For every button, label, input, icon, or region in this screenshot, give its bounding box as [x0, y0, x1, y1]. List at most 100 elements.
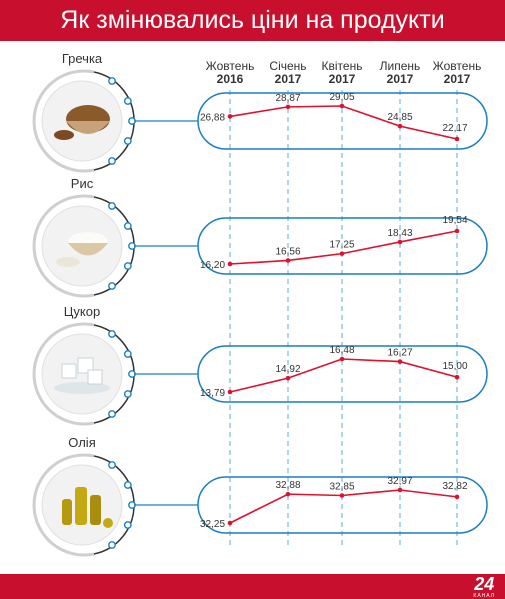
- logo-text: КАНАЛ: [473, 593, 495, 599]
- oil-bottle: [62, 499, 72, 525]
- sugar-cubes-icon: [54, 357, 110, 394]
- price-label: 16,56: [275, 246, 300, 257]
- arc-dot: [123, 97, 132, 105]
- price-label: 17,25: [329, 240, 354, 251]
- arc-dot: [108, 330, 116, 338]
- arc-dot: [108, 541, 116, 549]
- period-month: Липень: [379, 59, 421, 73]
- saucer: [54, 382, 110, 394]
- price-label: 16,48: [329, 345, 354, 356]
- price-line: [229, 105, 458, 140]
- page-title: Як змінювались ціни на продукти: [0, 0, 505, 41]
- price-label: 14,92: [275, 364, 300, 375]
- period-year: 2017: [386, 72, 414, 86]
- ring-arc: [32, 69, 95, 173]
- arc-dot: [123, 350, 132, 358]
- period-month: Жовтень: [205, 59, 255, 73]
- sugar-cube: [61, 363, 77, 379]
- product-name: Гречка: [61, 51, 103, 66]
- rice-bowl-icon: [56, 232, 108, 267]
- price-point: [454, 494, 460, 500]
- ring-arc: [32, 453, 95, 557]
- row-frame: [197, 92, 488, 150]
- arc-dot: [108, 157, 116, 165]
- price-point: [285, 104, 291, 110]
- oil-bottle: [75, 487, 87, 525]
- period-year: 2016: [216, 72, 244, 86]
- price-point: [227, 389, 233, 395]
- price-point: [227, 261, 233, 267]
- price-label: 28,87: [275, 93, 300, 104]
- price-point: [227, 114, 233, 119]
- bowl: [68, 243, 108, 256]
- price-label: 15,00: [442, 361, 467, 372]
- arc-dot: [123, 262, 132, 270]
- price-chart: 26,88 28,87 29,05 24,85 22,17 16,20 16,56 17,25…: [32, 69, 488, 557]
- period-header: Жовтень 2017: [427, 59, 487, 86]
- arc-dot: [108, 282, 116, 290]
- ring-arc: [32, 322, 95, 426]
- price-point: [397, 123, 403, 129]
- buckwheat-bowl-icon: [54, 105, 110, 140]
- price-line: [229, 358, 458, 393]
- price-label: 32,25: [200, 519, 225, 530]
- period-year: 2017: [443, 72, 471, 86]
- price-label: 32,82: [442, 481, 467, 492]
- sugar-cube: [77, 357, 94, 374]
- arc-dot: [108, 410, 116, 418]
- price-point: [285, 258, 291, 263]
- price-point: [454, 374, 460, 380]
- arc-dot: [123, 222, 132, 230]
- period-month: Квітень: [321, 59, 363, 73]
- price-point: [339, 103, 345, 109]
- price-label: 16,27: [387, 348, 412, 359]
- product-row: 26,88 28,87 29,05 24,85 22,17: [32, 69, 488, 173]
- price-point: [339, 493, 345, 498]
- oil-bottle: [90, 495, 101, 525]
- footer-bar: 24 КАНАЛ: [0, 574, 505, 599]
- arc-dot: [123, 137, 132, 145]
- price-label: 32,97: [387, 476, 412, 487]
- product-row: 32,25 32,88 32,85 32,97 32,82: [32, 453, 488, 557]
- plate-circle: [41, 333, 123, 415]
- price-point: [454, 228, 460, 234]
- price-label: 22,17: [442, 123, 467, 134]
- price-point: [285, 375, 291, 381]
- period-month: Січень: [269, 59, 307, 73]
- period-header: Липень 2017: [370, 59, 430, 86]
- price-point: [397, 487, 403, 493]
- period-header: Жовтень 2016: [200, 59, 260, 86]
- row-frame: [197, 217, 488, 275]
- product-row: 13,79 14,92 16,48 16,27 15,00: [32, 322, 488, 426]
- product-name: Олія: [68, 435, 96, 450]
- arc-dot: [123, 390, 132, 398]
- arc-dot: [123, 481, 132, 489]
- price-point: [397, 239, 403, 245]
- arc-dot: [108, 77, 116, 85]
- price-point: [454, 136, 460, 142]
- arc-dot: [108, 202, 116, 210]
- price-label: 16,20: [200, 260, 225, 271]
- product-name: Цукор: [63, 304, 101, 319]
- scoop: [54, 130, 74, 140]
- sugar-cube: [87, 369, 103, 385]
- oil-drop: [103, 518, 113, 528]
- price-label: 18,43: [387, 228, 412, 239]
- arc-dot: [108, 461, 116, 469]
- channel-logo: 24 КАНАЛ: [473, 575, 495, 599]
- price-point: [227, 520, 233, 526]
- price-label: 32,85: [329, 482, 354, 493]
- price-label: 13,79: [200, 388, 225, 399]
- row-frame: [197, 345, 488, 403]
- period-year: 2017: [328, 72, 356, 86]
- arc-dot: [123, 521, 132, 529]
- oil-bottles-icon: [62, 487, 113, 528]
- period-year: 2017: [274, 72, 302, 86]
- price-point: [397, 359, 403, 364]
- price-point: [285, 491, 291, 497]
- logo-number: 24: [474, 574, 495, 594]
- ring-arc: [32, 194, 95, 298]
- product-row: 16,20 16,56 17,25 18,43 19,54: [32, 194, 488, 298]
- period-month: Жовтень: [432, 59, 482, 73]
- row-frame: [197, 476, 488, 534]
